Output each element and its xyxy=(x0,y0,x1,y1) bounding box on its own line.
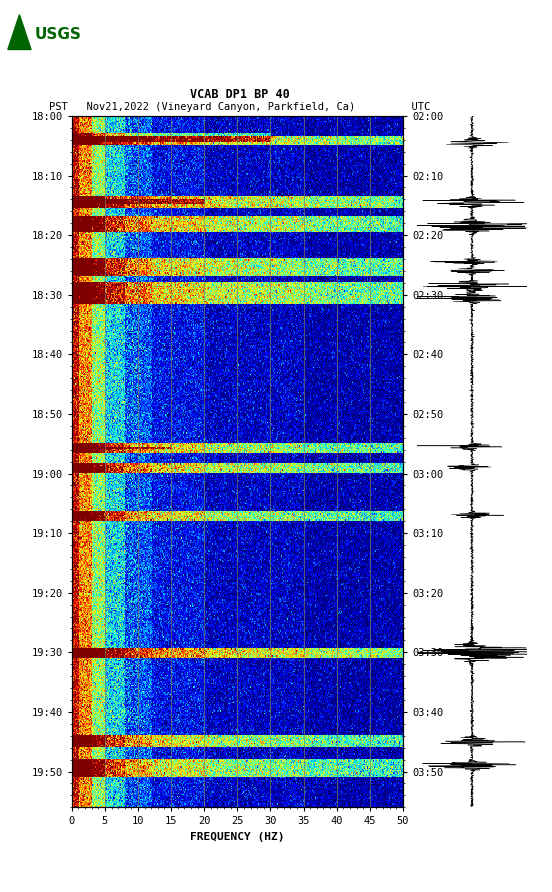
Text: VCAB DP1 BP 40: VCAB DP1 BP 40 xyxy=(190,87,290,101)
Polygon shape xyxy=(8,14,31,50)
Text: PST   Nov21,2022 (Vineyard Canyon, Parkfield, Ca)         UTC: PST Nov21,2022 (Vineyard Canyon, Parkfie… xyxy=(50,102,431,112)
X-axis label: FREQUENCY (HZ): FREQUENCY (HZ) xyxy=(190,832,285,842)
Text: USGS: USGS xyxy=(35,27,82,42)
